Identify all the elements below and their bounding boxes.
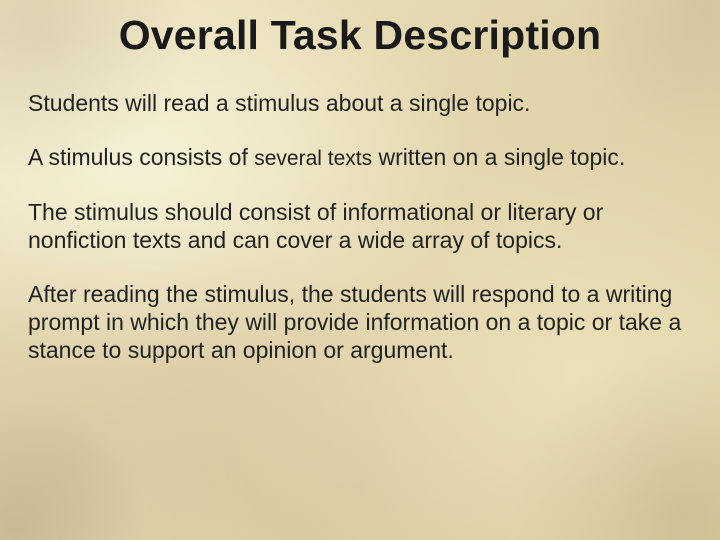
paragraph-1: Students will read a stimulus about a si… xyxy=(28,89,692,117)
paragraph-2: A stimulus consists of several texts wri… xyxy=(28,143,692,172)
paragraph-4: After reading the stimulus, the students… xyxy=(28,280,692,364)
slide-container: Overall Task Description Students will r… xyxy=(0,0,720,540)
paragraph-3: The stimulus should consist of informati… xyxy=(28,198,692,254)
inline-small-text: several texts xyxy=(254,147,372,170)
slide-title: Overall Task Description xyxy=(28,12,692,59)
